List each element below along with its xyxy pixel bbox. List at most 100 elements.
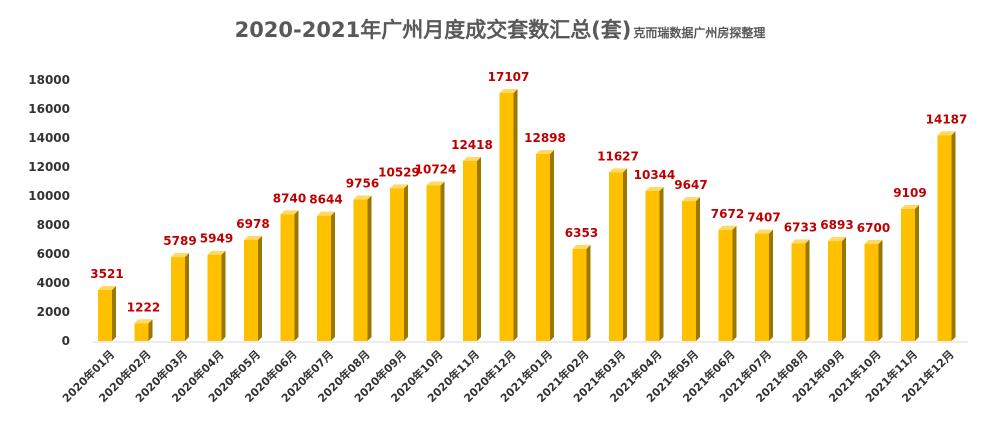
bar-front: [682, 201, 696, 341]
bar: [207, 250, 226, 341]
bar-top: [317, 211, 335, 216]
bar: [682, 197, 700, 341]
data-label: 12898: [524, 131, 566, 145]
bar-top: [280, 210, 299, 215]
bar-top: [645, 187, 664, 192]
bar-top: [718, 225, 737, 230]
data-label: 6700: [857, 221, 890, 235]
bar-top: [901, 204, 919, 209]
y-tick-label: 16000: [28, 102, 70, 116]
bar: [98, 285, 116, 341]
bar-top: [937, 131, 956, 136]
data-label: 6733: [784, 220, 817, 234]
data-label: 8644: [309, 193, 342, 207]
bar-front: [207, 254, 222, 341]
bar: [171, 253, 189, 341]
bar-side: [769, 229, 773, 341]
bar-side: [331, 211, 335, 341]
bar: [718, 225, 737, 341]
bar: [390, 184, 408, 341]
bar-front: [864, 243, 879, 341]
data-label: 10344: [634, 168, 676, 182]
bar-front: [98, 289, 112, 341]
bar-front: [353, 199, 368, 341]
bar-top: [98, 285, 116, 290]
bar: [864, 239, 883, 341]
data-label: 6893: [820, 218, 853, 232]
data-label: 7407: [747, 211, 780, 225]
bar: [572, 244, 591, 341]
bar-side: [550, 149, 554, 341]
bar-front: [317, 215, 331, 341]
bar: [828, 237, 846, 341]
bar-side: [440, 181, 445, 341]
y-tick-label: 2000: [37, 305, 70, 319]
y-tick-label: 4000: [37, 276, 70, 290]
bar-front: [426, 185, 441, 341]
y-tick-label: 8000: [37, 218, 70, 232]
data-label: 17107: [488, 70, 530, 84]
bar-top: [609, 168, 627, 173]
bar-front: [244, 239, 258, 341]
bar-side: [185, 253, 189, 341]
bar-front: [536, 153, 550, 341]
data-label: 9756: [346, 177, 379, 191]
bar-side: [367, 195, 372, 341]
bar: [609, 168, 627, 341]
data-label: 9647: [674, 178, 707, 192]
data-label: 3521: [90, 267, 123, 281]
bar-front: [755, 233, 769, 341]
bar-top: [499, 88, 518, 93]
bar-side: [878, 239, 883, 341]
bar: [317, 211, 335, 341]
bar-side: [659, 187, 664, 341]
bar-front: [828, 241, 842, 341]
bar-front: [937, 135, 952, 341]
data-label: 5789: [163, 234, 196, 248]
bar: [463, 156, 481, 341]
data-label: 1222: [127, 300, 160, 314]
y-tick-label: 0: [62, 334, 70, 348]
bar-side: [696, 197, 700, 341]
y-tick-label: 12000: [28, 160, 70, 174]
bar-front: [718, 229, 733, 341]
bar-side: [148, 319, 153, 341]
bar: [353, 195, 372, 341]
bar-front: [171, 257, 185, 341]
data-label: 10529: [378, 165, 420, 179]
y-tick-label: 6000: [37, 247, 70, 261]
bar-side: [477, 156, 481, 341]
bar-front: [390, 188, 404, 341]
bar-top: [682, 197, 700, 202]
bar-side: [513, 88, 518, 341]
bar-side: [915, 204, 919, 341]
bar-side: [258, 235, 262, 341]
bar-top: [353, 195, 372, 200]
data-label: 12418: [451, 138, 493, 152]
bar: [244, 235, 262, 341]
data-label: 9109: [893, 186, 926, 200]
chart-title-block: 2020-2021年广州月度成交套数汇总(套) 克而瑞数据广州房探整理: [0, 14, 1000, 44]
bar-side: [586, 244, 591, 341]
bar: [755, 229, 773, 341]
bar-front: [791, 243, 806, 341]
bar-top: [207, 250, 226, 255]
bar-side: [623, 168, 627, 341]
bar-front: [572, 248, 587, 341]
bar-top: [864, 239, 883, 244]
bar-top: [426, 181, 445, 186]
bar: [791, 239, 810, 341]
y-tick-label: 18000: [28, 73, 70, 87]
data-label: 10724: [415, 163, 457, 177]
data-label: 6353: [565, 226, 598, 240]
chart-title: 2020-2021年广州月度成交套数汇总(套): [234, 18, 632, 42]
data-label: 6978: [236, 217, 269, 231]
bar-front: [134, 323, 149, 341]
data-label: 5949: [200, 232, 233, 246]
bar-side: [805, 239, 810, 341]
data-label: 14187: [926, 112, 968, 126]
bar-top: [171, 253, 189, 258]
bar-side: [951, 131, 956, 341]
bar: [937, 131, 956, 341]
